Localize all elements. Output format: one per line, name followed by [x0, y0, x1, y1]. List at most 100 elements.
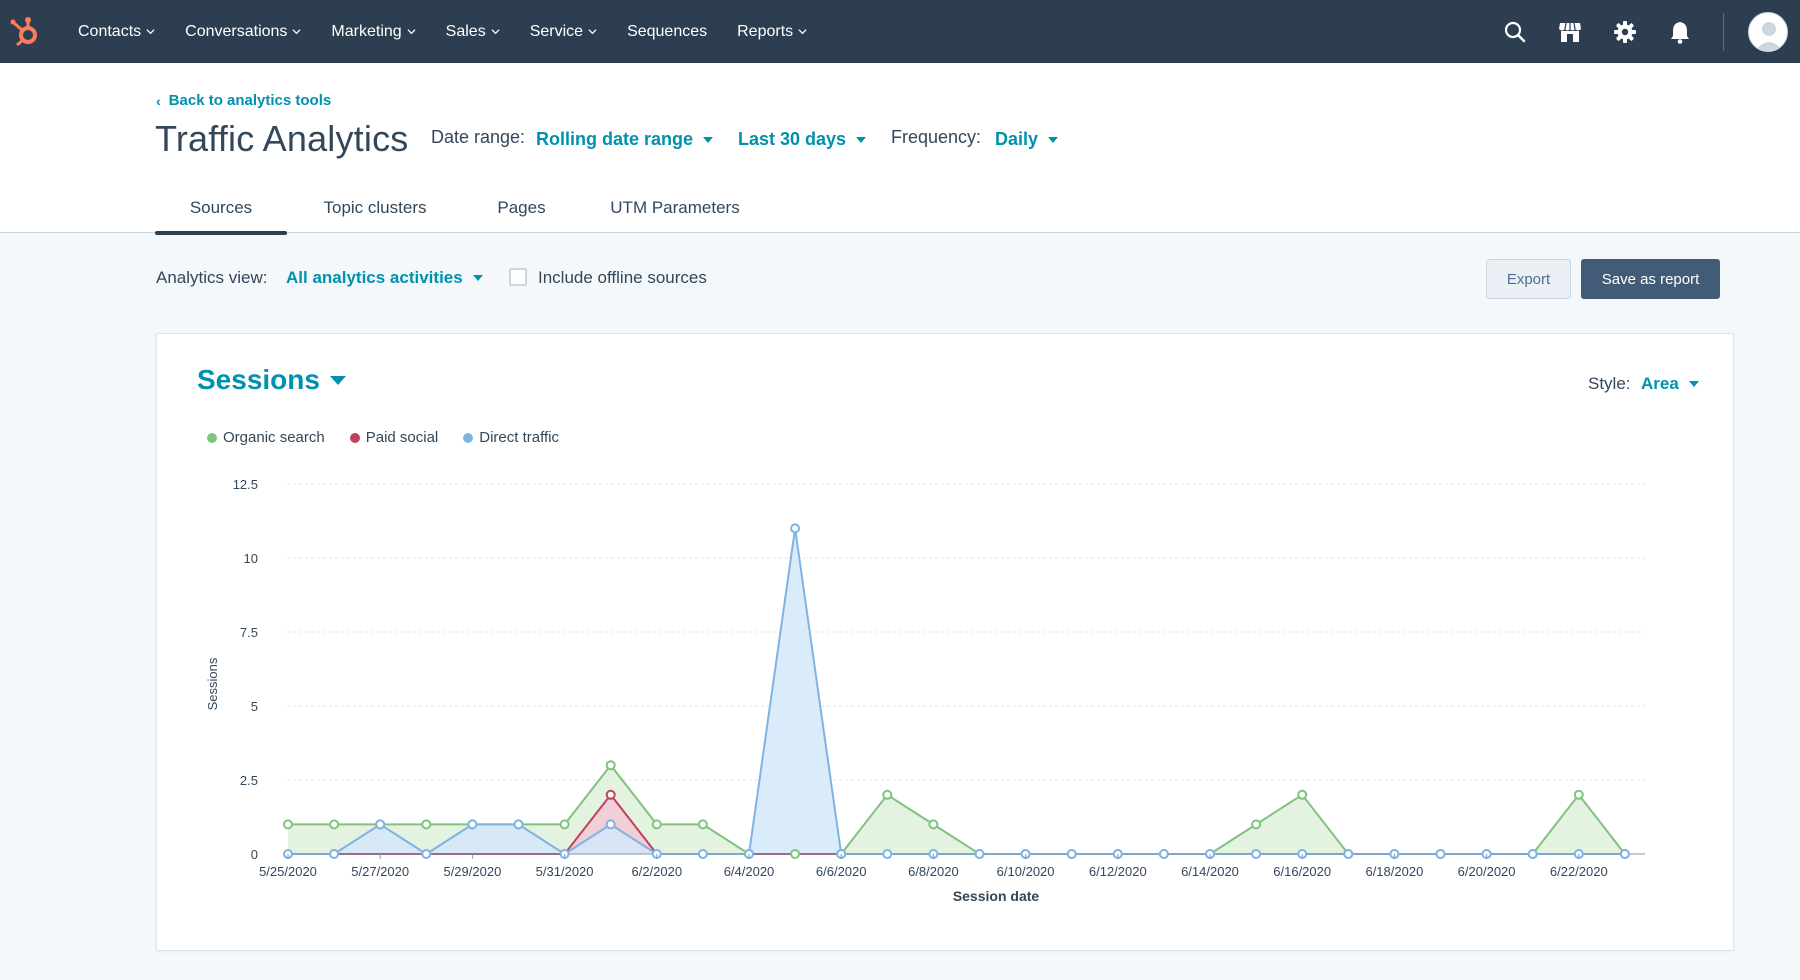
nav-item-contacts[interactable]: Contacts [78, 23, 155, 41]
y-axis-label: Sessions [205, 657, 220, 710]
legend-dot [349, 432, 360, 443]
legend-item-organic-search[interactable]: Organic search [207, 429, 325, 446]
caret-down-icon [472, 275, 483, 281]
back-link-label: Back to analytics tools [168, 92, 332, 109]
marketplace-icon[interactable] [1557, 19, 1583, 45]
date-range-dropdown[interactable]: Rolling date range [536, 129, 714, 150]
x-tick-label: 6/14/2020 [1181, 864, 1239, 879]
period-dropdown[interactable]: Last 30 days [738, 129, 867, 150]
nav-item-sequences[interactable]: Sequences [627, 23, 707, 41]
include-offline-label[interactable]: Include offline sources [538, 268, 707, 287]
report-tabs: Sources Topic clusters Pages UTM Paramet… [155, 183, 770, 235]
date-range-value: Rolling date range [536, 129, 694, 149]
search-icon[interactable] [1502, 19, 1528, 45]
tab-label: Pages [497, 198, 546, 217]
data-point-direct-traffic [605, 819, 616, 830]
nav-item-label: Service [529, 22, 584, 40]
settings-gear-icon[interactable] [1612, 19, 1638, 45]
data-point-direct-traffic [974, 849, 985, 859]
tab-label: Topic clusters [323, 198, 427, 217]
nav-item-label: Conversations [185, 22, 288, 40]
data-point-organic-search [882, 789, 893, 800]
legend-item-paid-social[interactable]: Paid social [349, 429, 438, 446]
data-point-organic-search [1251, 819, 1262, 830]
data-point-direct-traffic [421, 849, 432, 859]
tab-pages[interactable]: Pages [463, 183, 580, 233]
include-offline-checkbox[interactable] [509, 268, 527, 286]
legend-dot [207, 432, 217, 443]
y-tick-label: 0 [251, 847, 258, 862]
nav-item-sales[interactable]: Sales [446, 23, 500, 41]
nav-item-label: Reports [737, 22, 794, 40]
x-tick-label: 5/31/2020 [536, 864, 594, 879]
caret-down-icon [703, 136, 714, 143]
y-tick-label: 12.5 [233, 477, 258, 492]
save-as-report-button[interactable]: Save as report [1581, 259, 1720, 299]
analytics-view-label: Analytics view: [156, 268, 268, 287]
metric-dropdown[interactable]: Sessions [197, 364, 346, 396]
nav-item-label: Sequences [627, 22, 708, 40]
data-point-paid-social [605, 789, 616, 800]
period-value: Last 30 days [738, 129, 847, 149]
chevron-down-icon [588, 29, 597, 35]
chevron-down-icon [407, 29, 416, 35]
data-point-organic-search [1573, 789, 1584, 800]
nav-item-conversations[interactable]: Conversations [185, 23, 301, 41]
sessions-chart-card: Sessions Style: Area Organic search Paid … [156, 333, 1734, 951]
frequency-dropdown[interactable]: Daily [995, 129, 1059, 150]
style-dropdown[interactable]: Area [1641, 374, 1699, 394]
hubspot-logo-icon[interactable] [8, 13, 44, 49]
data-point-direct-traffic [1619, 849, 1630, 859]
data-point-direct-traffic [882, 849, 893, 859]
data-point-direct-traffic [1527, 849, 1538, 859]
x-tick-label: 6/8/2020 [908, 864, 959, 879]
x-tick-label: 5/27/2020 [351, 864, 409, 879]
analytics-view-dropdown[interactable]: All analytics activities [286, 268, 483, 288]
data-point-organic-search [651, 819, 662, 830]
nav-item-marketing[interactable]: Marketing [331, 23, 416, 41]
data-point-organic-search [605, 760, 616, 771]
y-tick-label: 10 [244, 551, 258, 566]
data-point-direct-traffic [1343, 849, 1354, 859]
data-point-organic-search [421, 819, 432, 830]
nav-item-label: Contacts [78, 22, 142, 40]
data-point-organic-search [697, 819, 708, 830]
frequency-value: Daily [995, 129, 1039, 149]
data-point-organic-search [790, 849, 801, 859]
tab-topic-clusters[interactable]: Topic clusters [287, 183, 463, 233]
notifications-bell-icon[interactable] [1667, 19, 1693, 45]
x-tick-label: 6/10/2020 [997, 864, 1055, 879]
chevron-down-icon [798, 29, 807, 35]
nav-item-label: Sales [445, 22, 486, 40]
data-point-direct-traffic [375, 819, 386, 830]
nav-divider [1723, 12, 1724, 51]
tab-sources[interactable]: Sources [155, 183, 287, 235]
style-value: Area [1641, 374, 1679, 393]
data-point-direct-traffic [1251, 849, 1262, 859]
data-point-organic-search [1297, 789, 1308, 800]
export-button[interactable]: Export [1486, 259, 1571, 299]
back-to-analytics-link[interactable]: ‹ Back to analytics tools [156, 92, 331, 109]
legend-dot [463, 432, 474, 443]
nav-item-reports[interactable]: Reports [737, 23, 807, 41]
x-tick-label: 6/20/2020 [1458, 864, 1516, 879]
x-tick-label: 5/29/2020 [443, 864, 501, 879]
nav-item-service[interactable]: Service [530, 23, 597, 41]
legend-item-direct-traffic[interactable]: Direct traffic [463, 429, 559, 446]
tab-label: UTM Parameters [610, 198, 740, 217]
tab-utm-parameters[interactable]: UTM Parameters [580, 183, 770, 233]
chart-legend: Organic search Paid social Direct traffic [207, 429, 584, 446]
data-point-organic-search [928, 819, 939, 830]
frequency-label: Frequency: [891, 127, 982, 147]
nav-utility-icons [1473, 0, 1800, 63]
data-point-direct-traffic [1158, 849, 1169, 859]
metric-label: Sessions [197, 364, 320, 395]
x-tick-label: 6/6/2020 [816, 864, 867, 879]
caret-down-icon [1048, 136, 1059, 143]
caret-down-icon [329, 375, 346, 385]
x-tick-label: 6/12/2020 [1089, 864, 1147, 879]
x-tick-label: 5/25/2020 [259, 864, 317, 879]
main-menu: Contacts Conversations Marketing Sales Servi… [78, 0, 837, 63]
user-avatar[interactable] [1748, 11, 1788, 52]
top-navigation: Contacts Conversations Marketing Sales Servi… [0, 0, 1800, 63]
